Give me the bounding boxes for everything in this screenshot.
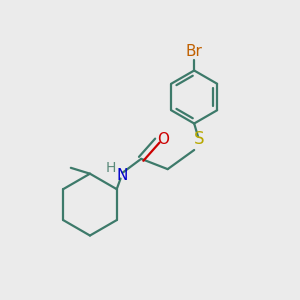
Text: Br: Br (186, 44, 202, 59)
Text: S: S (194, 130, 205, 148)
Text: H: H (106, 161, 116, 175)
Text: N: N (116, 167, 128, 182)
Text: O: O (157, 132, 169, 147)
